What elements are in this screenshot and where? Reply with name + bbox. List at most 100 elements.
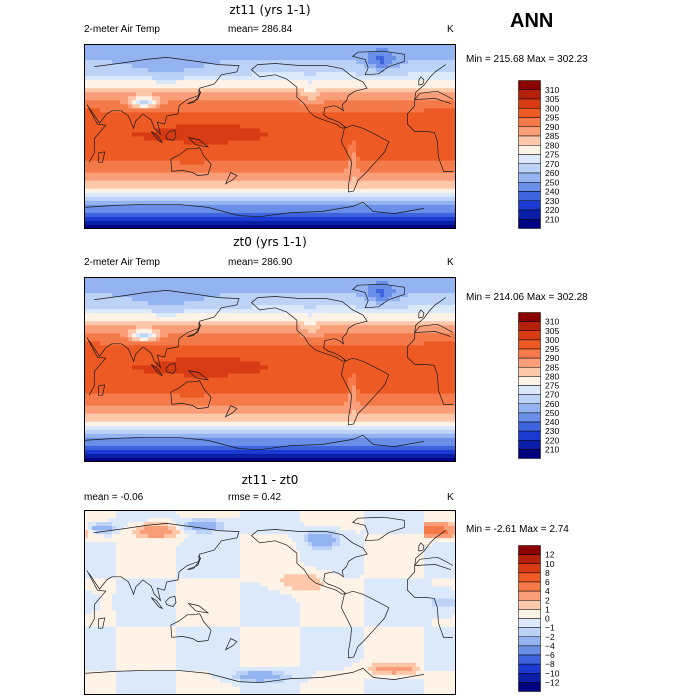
map-cell bbox=[360, 44, 365, 49]
map-cell bbox=[256, 96, 261, 101]
map-cell bbox=[372, 196, 377, 202]
map-cell bbox=[368, 112, 373, 117]
map-cell bbox=[116, 208, 121, 214]
map-cell bbox=[104, 144, 109, 150]
map-cell bbox=[120, 148, 125, 154]
map-cell bbox=[104, 128, 109, 134]
map-cell bbox=[84, 92, 89, 97]
map-cell bbox=[144, 120, 149, 126]
map-cell bbox=[444, 152, 449, 158]
map-cell bbox=[340, 212, 345, 218]
map-cell bbox=[128, 281, 133, 286]
map-cell bbox=[396, 168, 401, 174]
map-cell bbox=[176, 92, 181, 97]
map-cell bbox=[100, 220, 105, 226]
map-cell bbox=[452, 68, 456, 73]
map-cell bbox=[256, 180, 261, 186]
map-cell bbox=[252, 216, 257, 222]
map-cell bbox=[104, 80, 109, 85]
map-cell bbox=[204, 68, 209, 73]
map-cell bbox=[388, 140, 393, 146]
map-cell bbox=[192, 164, 197, 170]
map-cell bbox=[436, 44, 441, 49]
map-cell bbox=[304, 196, 309, 202]
map-cell bbox=[300, 297, 305, 302]
map-cell bbox=[408, 196, 413, 202]
map-cell bbox=[316, 176, 321, 182]
map-cell bbox=[108, 200, 113, 206]
map-cell bbox=[192, 212, 197, 218]
map-cell bbox=[344, 188, 349, 194]
map-cell bbox=[172, 212, 177, 218]
map-cell bbox=[428, 84, 433, 89]
map-cell bbox=[392, 132, 397, 138]
map-cell bbox=[200, 156, 205, 162]
map-cell bbox=[96, 136, 101, 142]
map-cell bbox=[384, 212, 389, 218]
map-cell bbox=[272, 92, 277, 97]
map-cell bbox=[388, 52, 393, 57]
map-cell bbox=[148, 108, 153, 113]
map-cell bbox=[100, 56, 105, 61]
map-cell bbox=[244, 120, 249, 126]
map-cell bbox=[228, 124, 233, 130]
map-cell bbox=[136, 104, 141, 109]
map-cell bbox=[224, 220, 229, 226]
map-cell bbox=[268, 124, 273, 130]
map-cell bbox=[224, 212, 229, 218]
map-cell bbox=[308, 168, 313, 174]
map-cell bbox=[152, 44, 157, 49]
map-cell bbox=[144, 76, 149, 81]
map-cell bbox=[120, 72, 125, 77]
map-cell bbox=[452, 220, 456, 226]
map-cell bbox=[428, 112, 433, 117]
map-cell bbox=[324, 281, 329, 286]
map-cell bbox=[364, 196, 369, 202]
map-cell bbox=[312, 128, 317, 134]
map-cell bbox=[204, 192, 209, 198]
map-cell bbox=[352, 132, 357, 138]
map-cell bbox=[124, 100, 129, 105]
map-cell bbox=[148, 200, 153, 206]
map-cell bbox=[228, 80, 233, 85]
map-cell bbox=[360, 104, 365, 109]
map-cell bbox=[432, 104, 437, 109]
map-cell bbox=[324, 277, 329, 282]
map-cell bbox=[132, 128, 137, 134]
map-cell bbox=[220, 172, 225, 178]
map-cell bbox=[328, 293, 333, 298]
map-cell bbox=[416, 224, 421, 229]
map-cell bbox=[336, 100, 341, 105]
map-cell bbox=[144, 72, 149, 77]
map-cell bbox=[320, 132, 325, 138]
map-cell bbox=[116, 164, 121, 170]
map-cell bbox=[192, 88, 197, 93]
map-cell bbox=[352, 200, 357, 206]
map-cell bbox=[168, 92, 173, 97]
map-cell bbox=[396, 192, 401, 198]
map-cell bbox=[132, 196, 137, 202]
map-cell bbox=[100, 84, 105, 89]
map-cell bbox=[276, 212, 281, 218]
map-cell bbox=[376, 104, 381, 109]
map-cell bbox=[448, 216, 453, 222]
map-cell bbox=[272, 124, 277, 130]
map-cell bbox=[252, 277, 257, 282]
map-cell bbox=[236, 176, 241, 182]
map-cell bbox=[388, 176, 393, 182]
map-cell bbox=[240, 297, 245, 302]
map-cell bbox=[352, 289, 357, 294]
map-cell bbox=[408, 204, 413, 210]
map-cell bbox=[260, 60, 265, 65]
map-cell bbox=[284, 184, 289, 190]
map-cell bbox=[108, 168, 113, 174]
map-cell bbox=[344, 48, 349, 53]
map-cell bbox=[156, 140, 161, 146]
map-cell bbox=[364, 285, 369, 290]
map-cell bbox=[308, 84, 313, 89]
map-cell bbox=[424, 128, 429, 134]
map-cell bbox=[432, 176, 437, 182]
map-cell bbox=[144, 60, 149, 65]
map-cell bbox=[396, 196, 401, 202]
map-cell bbox=[272, 281, 277, 286]
